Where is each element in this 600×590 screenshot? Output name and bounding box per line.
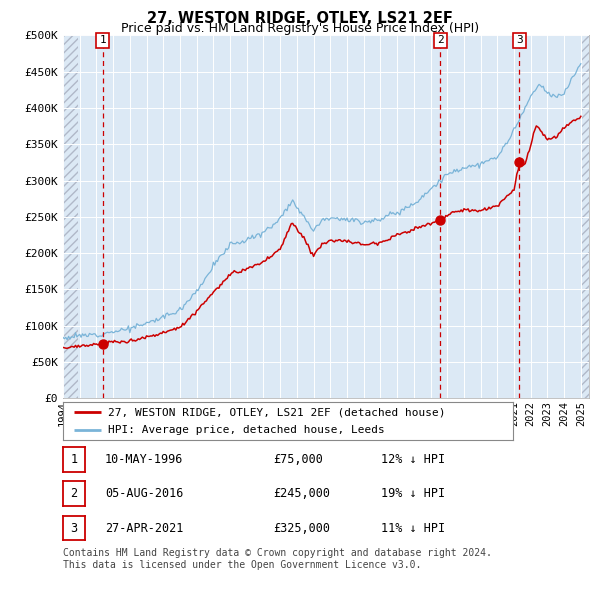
Text: Contains HM Land Registry data © Crown copyright and database right 2024.
This d: Contains HM Land Registry data © Crown c… (63, 548, 492, 570)
Bar (63, 35, 79, 398)
Text: £325,000: £325,000 (273, 522, 330, 535)
Text: £75,000: £75,000 (273, 453, 323, 466)
Text: 1: 1 (99, 35, 106, 45)
Text: 19% ↓ HPI: 19% ↓ HPI (381, 487, 445, 500)
Text: £245,000: £245,000 (273, 487, 330, 500)
Text: 3: 3 (516, 35, 523, 45)
Text: 2: 2 (437, 35, 444, 45)
Text: 27, WESTON RIDGE, OTLEY, LS21 2EF (detached house): 27, WESTON RIDGE, OTLEY, LS21 2EF (detac… (108, 408, 445, 417)
Text: 27-APR-2021: 27-APR-2021 (105, 522, 184, 535)
Text: 2: 2 (70, 487, 77, 500)
Text: 05-AUG-2016: 05-AUG-2016 (105, 487, 184, 500)
Bar (582, 35, 589, 398)
Text: 10-MAY-1996: 10-MAY-1996 (105, 453, 184, 466)
Text: Price paid vs. HM Land Registry's House Price Index (HPI): Price paid vs. HM Land Registry's House … (121, 22, 479, 35)
Text: 12% ↓ HPI: 12% ↓ HPI (381, 453, 445, 466)
Text: HPI: Average price, detached house, Leeds: HPI: Average price, detached house, Leed… (108, 425, 385, 434)
Text: 27, WESTON RIDGE, OTLEY, LS21 2EF: 27, WESTON RIDGE, OTLEY, LS21 2EF (147, 11, 453, 25)
Text: 1: 1 (70, 453, 77, 466)
Text: 3: 3 (70, 522, 77, 535)
Text: 11% ↓ HPI: 11% ↓ HPI (381, 522, 445, 535)
